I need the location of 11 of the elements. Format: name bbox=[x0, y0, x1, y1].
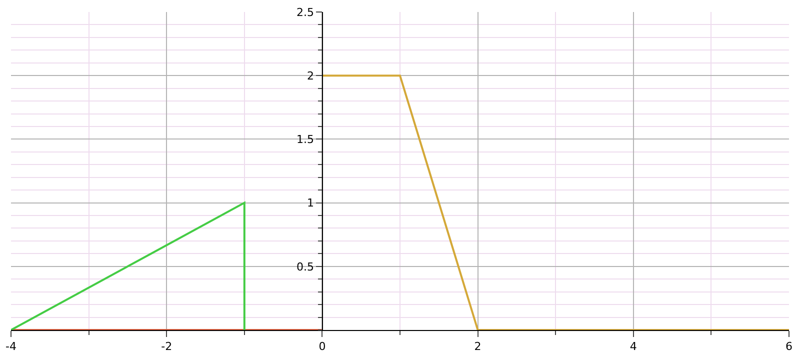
x-tick-label: 6 bbox=[786, 340, 792, 354]
x-tick-label: 4 bbox=[630, 340, 637, 354]
x-tick-label: -4 bbox=[6, 340, 16, 354]
y-tick-label: 1 bbox=[307, 196, 314, 210]
y-tick-label: 2.5 bbox=[296, 6, 314, 19]
y-tick-label: 1.5 bbox=[296, 133, 314, 146]
y-tick-label: 0.5 bbox=[296, 260, 314, 274]
x-tick-label: 0 bbox=[318, 340, 326, 354]
x-tick-label: 2 bbox=[474, 340, 482, 354]
x-tick-label: -2 bbox=[161, 340, 172, 354]
y-tick-label: 2 bbox=[307, 69, 314, 82]
